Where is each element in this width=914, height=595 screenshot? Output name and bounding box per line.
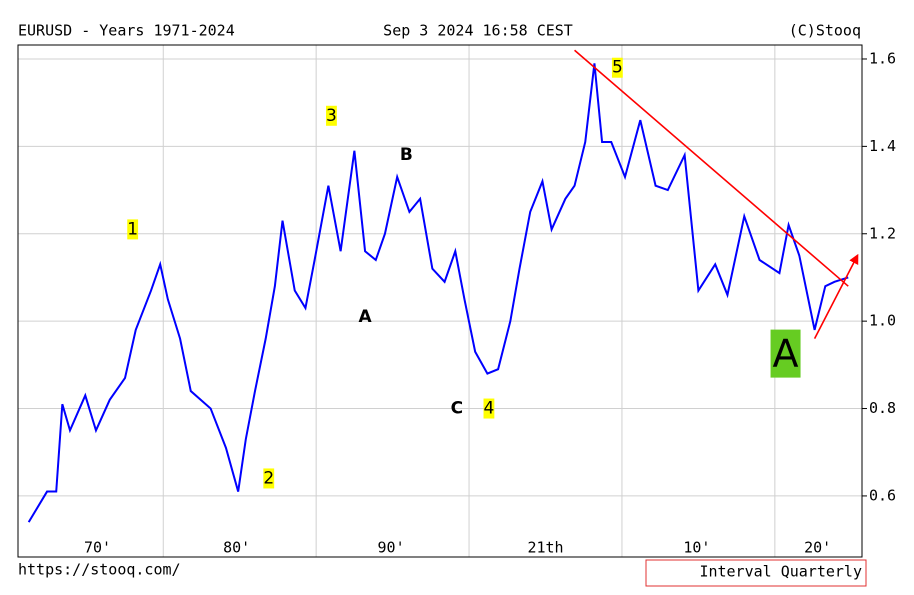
y-tick-label: 0.6 — [869, 486, 896, 504]
chart-title: EURUSD - Years 1971-2024 — [18, 22, 235, 40]
interval: Interval Quarterly — [699, 563, 862, 581]
letter-label: A — [358, 307, 372, 327]
price-line — [27, 63, 849, 523]
x-tick-label: 10' — [683, 539, 710, 557]
letter-label: C — [451, 399, 463, 419]
box-label-bg — [770, 329, 801, 378]
x-tick-label: 21th — [527, 539, 563, 557]
trendline — [574, 49, 849, 287]
x-tick-label: 90' — [378, 539, 405, 557]
plot-frame — [17, 44, 863, 558]
box-label: A — [773, 332, 799, 376]
y-tick-label: 0.8 — [869, 399, 896, 417]
wave-label: 4 — [484, 399, 495, 419]
wave-label: 5 — [612, 58, 623, 78]
interval-box — [645, 559, 867, 587]
wave-label-bg — [611, 57, 623, 78]
x-tick-label: 70' — [84, 539, 111, 557]
y-tick-label: 1.6 — [869, 49, 896, 67]
chart-subtitle: Sep 3 2024 16:58 CEST — [383, 22, 573, 40]
plot: 0.6 0.8 1.0 1.2 1.4 1.6 70' 80' 90' 21th 10' 20' 1 2 3… — [17, 44, 896, 558]
wave-label-bg — [326, 105, 337, 126]
letter-label: B — [400, 145, 413, 165]
y-tick-label: 1.0 — [869, 312, 896, 330]
wave-label-bg — [127, 219, 139, 240]
y-tick-label: 1.2 — [869, 224, 896, 242]
x-tick-label: 80' — [223, 539, 250, 557]
source: (C)Stooq — [789, 22, 861, 40]
trendline — [813, 253, 859, 339]
wave-label-bg — [263, 468, 275, 489]
wave-label-bg — [483, 398, 495, 419]
url: https://stooq.com/ — [18, 561, 181, 579]
y-tick-label: 1.4 — [869, 137, 896, 155]
x-tick-label: 20' — [804, 539, 831, 557]
wave-label: 1 — [127, 219, 138, 239]
wave-label: 3 — [326, 106, 337, 126]
wave-label: 2 — [263, 468, 274, 488]
